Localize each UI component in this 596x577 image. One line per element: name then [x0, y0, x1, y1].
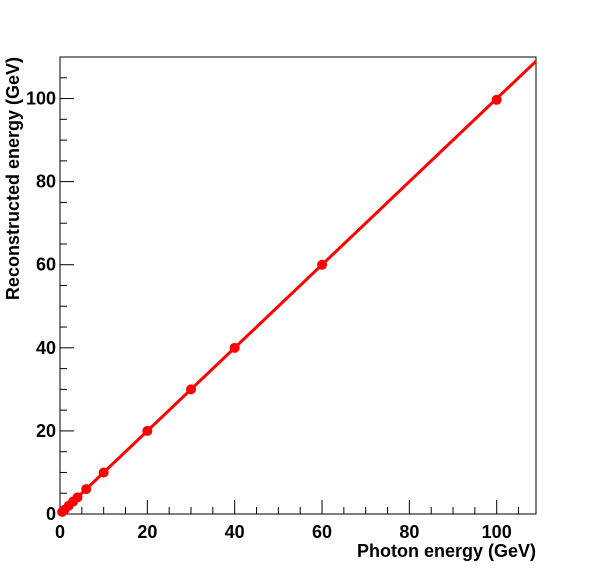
y-axis-title: Reconstructed energy (GeV)	[3, 57, 23, 300]
x-tick-label: 40	[225, 522, 245, 542]
x-tick-label: 20	[137, 522, 157, 542]
data-point	[142, 425, 153, 436]
fit-line	[58, 60, 538, 516]
data-point	[229, 342, 240, 353]
data-point	[491, 94, 502, 105]
x-axis-title: Photon energy (GeV)	[357, 541, 536, 561]
y-tick-label: 20	[36, 421, 56, 441]
data-point	[186, 384, 197, 395]
x-tick-label: 60	[312, 522, 332, 542]
x-tick-label: 0	[55, 522, 65, 542]
y-tick-label: 100	[26, 89, 56, 109]
x-axis-tick-labels: 0 20 40 60 80 100	[55, 522, 512, 542]
x-tick-label: 80	[399, 522, 419, 542]
x-tick-label: 100	[482, 522, 512, 542]
y-tick-label: 0	[46, 504, 56, 524]
data-point	[81, 484, 92, 495]
y-tick-label: 60	[36, 255, 56, 275]
data-point	[317, 259, 328, 270]
data-point	[98, 467, 109, 478]
y-tick-label: 80	[36, 172, 56, 192]
y-axis-tick-labels: 0 20 40 60 80 100	[26, 89, 56, 524]
data-points	[57, 94, 502, 517]
x-axis-ticks	[59, 500, 520, 514]
y-axis-ticks	[60, 56, 74, 515]
y-tick-label: 40	[36, 338, 56, 358]
data-point	[72, 492, 83, 503]
